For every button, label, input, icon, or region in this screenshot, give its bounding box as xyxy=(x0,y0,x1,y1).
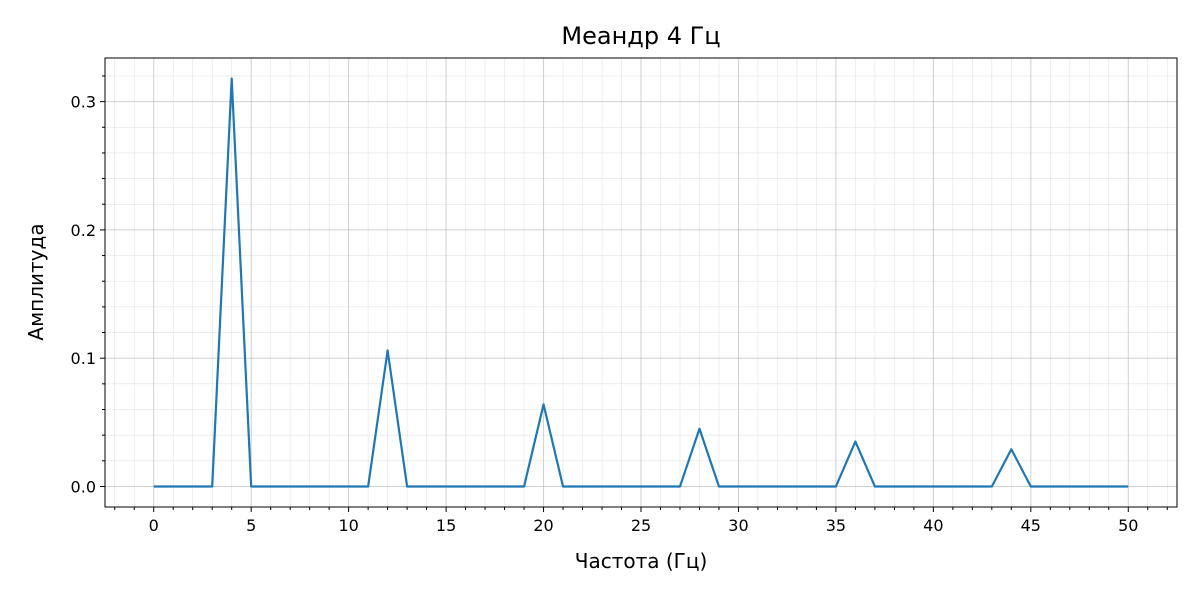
x-tick-label: 35 xyxy=(826,516,846,535)
x-tick-label: 50 xyxy=(1118,516,1138,535)
x-tick-label: 20 xyxy=(533,516,553,535)
x-tick-label: 25 xyxy=(631,516,651,535)
x-tick-label: 10 xyxy=(338,516,358,535)
x-axis-label: Частота (Гц) xyxy=(575,549,708,573)
y-tick-label: 0.1 xyxy=(71,349,96,368)
x-tick-label: 5 xyxy=(246,516,256,535)
x-tick-label: 15 xyxy=(436,516,456,535)
x-tick-label: 45 xyxy=(1021,516,1041,535)
y-axis-label: Амплитуда xyxy=(24,223,48,340)
x-tick-label: 0 xyxy=(149,516,159,535)
y-tick-label: 0.2 xyxy=(71,221,96,240)
y-tick-label: 0.3 xyxy=(71,93,96,112)
chart-title: Меандр 4 Гц xyxy=(561,22,720,50)
x-tick-label: 40 xyxy=(923,516,943,535)
x-tick-label: 30 xyxy=(728,516,748,535)
y-tick-label: 0.0 xyxy=(71,477,96,496)
